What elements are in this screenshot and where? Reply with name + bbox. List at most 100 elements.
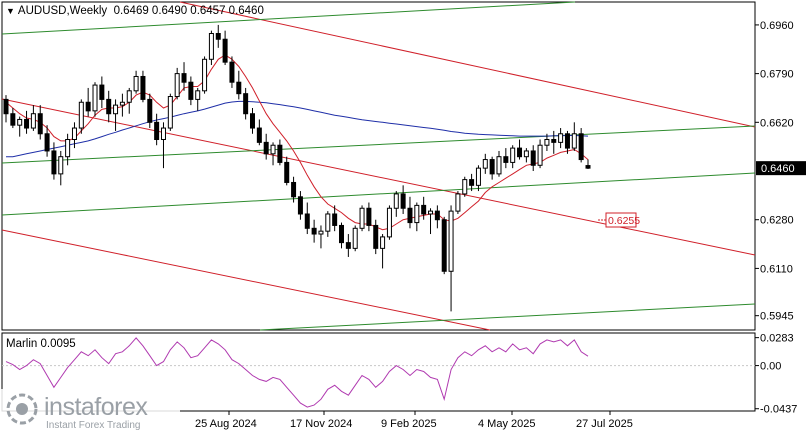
date-axis-label: 27 Jul 2025 xyxy=(576,418,633,430)
candle xyxy=(270,142,276,166)
candle xyxy=(585,159,591,170)
candle-body xyxy=(113,104,119,115)
candle-body xyxy=(181,73,187,83)
candle xyxy=(441,216,447,275)
candle xyxy=(284,156,290,186)
candle xyxy=(140,70,146,103)
candle xyxy=(222,30,228,66)
candle-body xyxy=(537,144,543,166)
candle xyxy=(503,148,509,169)
candle xyxy=(71,122,77,149)
middle-green-channel-line xyxy=(1,125,756,164)
candle xyxy=(332,205,338,232)
logo-ring-icon xyxy=(6,393,38,425)
candle xyxy=(407,196,413,229)
candle xyxy=(455,191,461,214)
oscillator-panel-frame xyxy=(1,332,756,412)
price-axis-label: 0.6620 xyxy=(760,117,794,129)
candle xyxy=(366,202,372,232)
candle-body xyxy=(92,84,98,112)
price-panel-frame xyxy=(1,1,756,331)
candle-body xyxy=(339,224,345,244)
candle-body xyxy=(147,98,153,123)
candle-body xyxy=(345,242,351,249)
candle-body xyxy=(332,213,338,226)
candle xyxy=(10,107,16,129)
candle-body xyxy=(455,193,461,212)
candle xyxy=(462,176,468,197)
candle-body xyxy=(85,101,91,112)
candle xyxy=(291,176,297,203)
candle-body xyxy=(400,193,406,209)
candle-body xyxy=(78,101,84,129)
candle-body xyxy=(270,144,276,155)
dropdown-triangle-icon[interactable]: ▼ xyxy=(6,6,15,16)
candle-body xyxy=(24,118,30,129)
candle-body xyxy=(475,167,481,186)
candle xyxy=(202,56,208,94)
candle-body xyxy=(380,236,386,249)
candle-body xyxy=(106,98,112,115)
candle-body xyxy=(256,127,262,143)
symbol-label: AUDUSD,Weekly xyxy=(17,5,108,17)
candle-body xyxy=(44,133,50,152)
candle xyxy=(517,139,523,160)
candle xyxy=(44,125,50,157)
candle-body xyxy=(284,161,290,183)
candle-body xyxy=(65,139,71,158)
candle xyxy=(448,205,454,312)
candle xyxy=(236,70,242,100)
price-axis-label: 0.6960 xyxy=(760,20,794,32)
candle-body xyxy=(188,81,194,100)
candle xyxy=(92,82,98,117)
candle-body xyxy=(17,118,23,126)
candle xyxy=(523,148,529,163)
logo-tagline: Instant Forex Trading xyxy=(46,420,141,431)
candle xyxy=(3,95,9,123)
candle-body xyxy=(133,75,139,92)
candle xyxy=(352,225,358,252)
fast-moving-average-line xyxy=(5,54,589,231)
bottom-green-channel-line xyxy=(259,303,756,331)
candle-body xyxy=(318,230,324,235)
candle-body xyxy=(530,150,536,166)
candle xyxy=(482,153,488,174)
candle xyxy=(414,202,420,232)
current-price-tag xyxy=(756,161,806,176)
date-axis-label: 9 Feb 2025 xyxy=(381,418,437,430)
candle-body xyxy=(434,210,440,221)
candle xyxy=(37,105,43,140)
candle xyxy=(318,225,324,249)
candle-body xyxy=(544,139,550,146)
candle-body xyxy=(215,33,221,40)
chart-header: ▼ AUDUSD,Weekly 0.6469 0.6490 0.6457 0.64… xyxy=(6,5,264,17)
price-axis-label: 0.5945 xyxy=(760,311,794,323)
candle xyxy=(345,234,351,257)
candle-body xyxy=(585,165,591,169)
candle xyxy=(119,93,125,117)
oscillator-header: Marlin 0.0095 xyxy=(6,338,76,350)
candle xyxy=(373,219,379,255)
candle-body xyxy=(359,207,365,229)
candle-body xyxy=(428,210,434,215)
candle-body xyxy=(503,156,509,163)
candle-body xyxy=(517,147,523,158)
candle xyxy=(167,93,173,131)
middle-red-channel-line xyxy=(1,98,756,256)
level-tag-box xyxy=(605,212,637,228)
candle-body xyxy=(564,133,570,149)
candle-body xyxy=(99,84,105,100)
candle-body xyxy=(291,181,297,198)
candle xyxy=(558,128,564,149)
candle xyxy=(339,222,345,249)
candle xyxy=(510,145,516,169)
candle xyxy=(297,191,303,220)
date-axis-label: 25 Aug 2024 xyxy=(195,418,257,430)
candle xyxy=(17,116,23,137)
upper-red-channel-line xyxy=(179,1,756,128)
oscillator-axis-label: 0.00 xyxy=(760,361,781,373)
price-axis-label: 0.6280 xyxy=(760,215,794,227)
candle-body xyxy=(263,141,269,155)
candle-body xyxy=(208,33,214,60)
